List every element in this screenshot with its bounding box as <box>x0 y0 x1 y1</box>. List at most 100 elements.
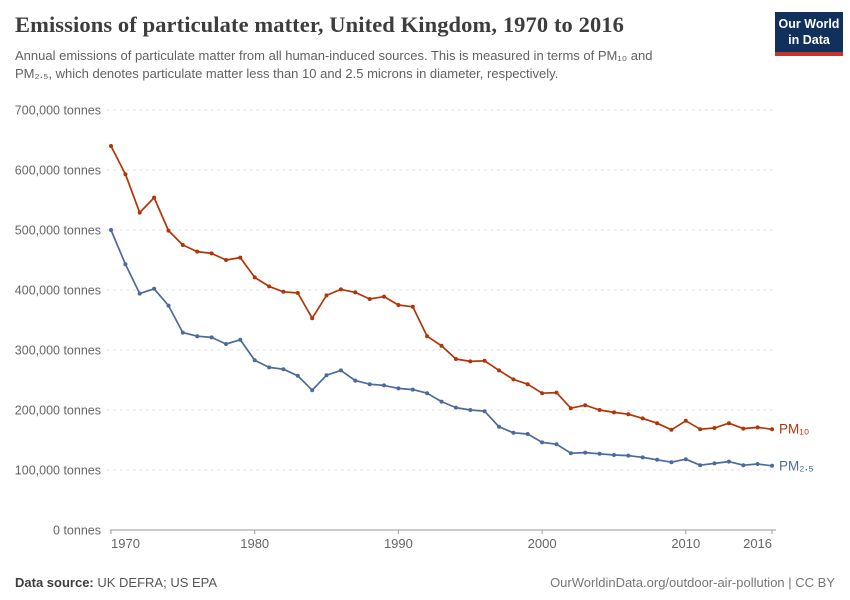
data-point[interactable] <box>166 303 171 308</box>
data-point[interactable] <box>353 378 358 383</box>
data-point[interactable] <box>770 427 774 432</box>
data-point[interactable] <box>295 291 300 295</box>
data-point[interactable] <box>741 463 746 468</box>
data-point[interactable] <box>324 373 329 378</box>
data-point[interactable] <box>726 421 731 426</box>
series-pm10[interactable]: PM₁₀ <box>109 144 809 437</box>
data-point[interactable] <box>554 390 559 395</box>
series-line-pm10[interactable] <box>110 145 773 431</box>
data-point[interactable] <box>482 358 487 363</box>
data-point[interactable] <box>439 343 444 348</box>
data-point[interactable] <box>324 293 329 298</box>
data-point[interactable] <box>640 416 645 421</box>
data-point[interactable] <box>726 459 731 464</box>
data-point[interactable] <box>568 406 573 411</box>
data-point[interactable] <box>425 334 430 339</box>
data-point[interactable] <box>683 457 688 462</box>
data-point[interactable] <box>525 382 530 387</box>
data-point[interactable] <box>224 342 228 346</box>
data-point[interactable] <box>281 367 286 372</box>
data-point[interactable] <box>353 290 358 295</box>
data-point[interactable] <box>252 275 257 280</box>
data-point[interactable] <box>109 228 113 232</box>
data-point[interactable] <box>540 440 545 445</box>
data-point[interactable] <box>137 210 142 215</box>
data-point[interactable] <box>540 391 545 396</box>
data-point[interactable] <box>180 243 185 247</box>
data-point[interactable] <box>338 368 343 373</box>
data-point[interactable] <box>137 291 142 296</box>
data-point[interactable] <box>583 450 588 455</box>
data-point[interactable] <box>123 262 128 267</box>
data-point[interactable] <box>669 427 674 432</box>
data-point[interactable] <box>224 258 228 262</box>
data-point[interactable] <box>338 287 343 292</box>
data-point[interactable] <box>554 442 559 447</box>
data-point[interactable] <box>669 460 674 465</box>
series-label-pm10[interactable]: PM₁₀ <box>779 422 809 437</box>
data-point[interactable] <box>209 251 214 256</box>
data-point[interactable] <box>310 316 315 321</box>
data-point[interactable] <box>741 426 746 431</box>
data-point[interactable] <box>367 297 372 301</box>
data-point[interactable] <box>568 451 573 456</box>
data-point[interactable] <box>281 289 286 294</box>
data-point[interactable] <box>482 409 487 414</box>
data-point[interactable] <box>612 410 616 415</box>
data-point[interactable] <box>396 386 401 391</box>
series-pm25[interactable]: PM₂.₅ <box>109 228 814 473</box>
data-point[interactable] <box>195 249 200 254</box>
data-point[interactable] <box>109 144 113 148</box>
data-point[interactable] <box>770 463 774 468</box>
data-point[interactable] <box>410 387 415 392</box>
data-point[interactable] <box>382 383 386 388</box>
data-point[interactable] <box>152 286 157 291</box>
data-point[interactable] <box>123 172 128 177</box>
series-label-pm25[interactable]: PM₂.₅ <box>779 458 814 473</box>
data-point[interactable] <box>712 426 717 430</box>
data-point[interactable] <box>238 337 243 342</box>
data-point[interactable] <box>209 335 214 340</box>
data-point[interactable] <box>497 424 501 429</box>
data-point[interactable] <box>267 284 272 289</box>
data-point[interactable] <box>755 462 760 466</box>
data-point[interactable] <box>626 453 631 458</box>
data-point[interactable] <box>511 430 516 435</box>
data-point[interactable] <box>238 255 243 260</box>
data-point[interactable] <box>655 421 660 426</box>
data-point[interactable] <box>712 461 717 466</box>
data-point[interactable] <box>468 359 473 364</box>
data-point[interactable] <box>295 373 300 378</box>
data-point[interactable] <box>597 451 602 456</box>
data-point[interactable] <box>626 412 631 417</box>
owid-logo[interactable]: Our World in Data <box>775 12 843 57</box>
data-point[interactable] <box>640 455 645 460</box>
data-point[interactable] <box>252 358 257 363</box>
data-point[interactable] <box>382 294 386 299</box>
data-point[interactable] <box>755 425 760 430</box>
data-point[interactable] <box>698 463 703 468</box>
data-point[interactable] <box>310 388 315 393</box>
data-point[interactable] <box>195 334 200 339</box>
data-point[interactable] <box>497 368 501 373</box>
data-point[interactable] <box>525 432 530 436</box>
data-point[interactable] <box>511 377 516 382</box>
data-point[interactable] <box>453 405 458 410</box>
data-point[interactable] <box>453 357 458 361</box>
data-point[interactable] <box>166 228 171 233</box>
data-point[interactable] <box>468 408 473 412</box>
data-point[interactable] <box>583 403 588 408</box>
data-point[interactable] <box>612 453 616 457</box>
data-point[interactable] <box>439 399 444 404</box>
data-point[interactable] <box>425 391 430 396</box>
data-point[interactable] <box>180 330 185 335</box>
data-point[interactable] <box>396 303 401 307</box>
data-point[interactable] <box>267 365 272 370</box>
data-point[interactable] <box>683 418 688 423</box>
data-point[interactable] <box>367 382 372 387</box>
owid-link[interactable]: OurWorldinData.org/outdoor-air-pollution… <box>550 575 835 590</box>
data-point[interactable] <box>152 195 157 200</box>
data-point[interactable] <box>597 408 602 412</box>
data-point[interactable] <box>410 304 415 309</box>
data-point[interactable] <box>698 427 703 432</box>
